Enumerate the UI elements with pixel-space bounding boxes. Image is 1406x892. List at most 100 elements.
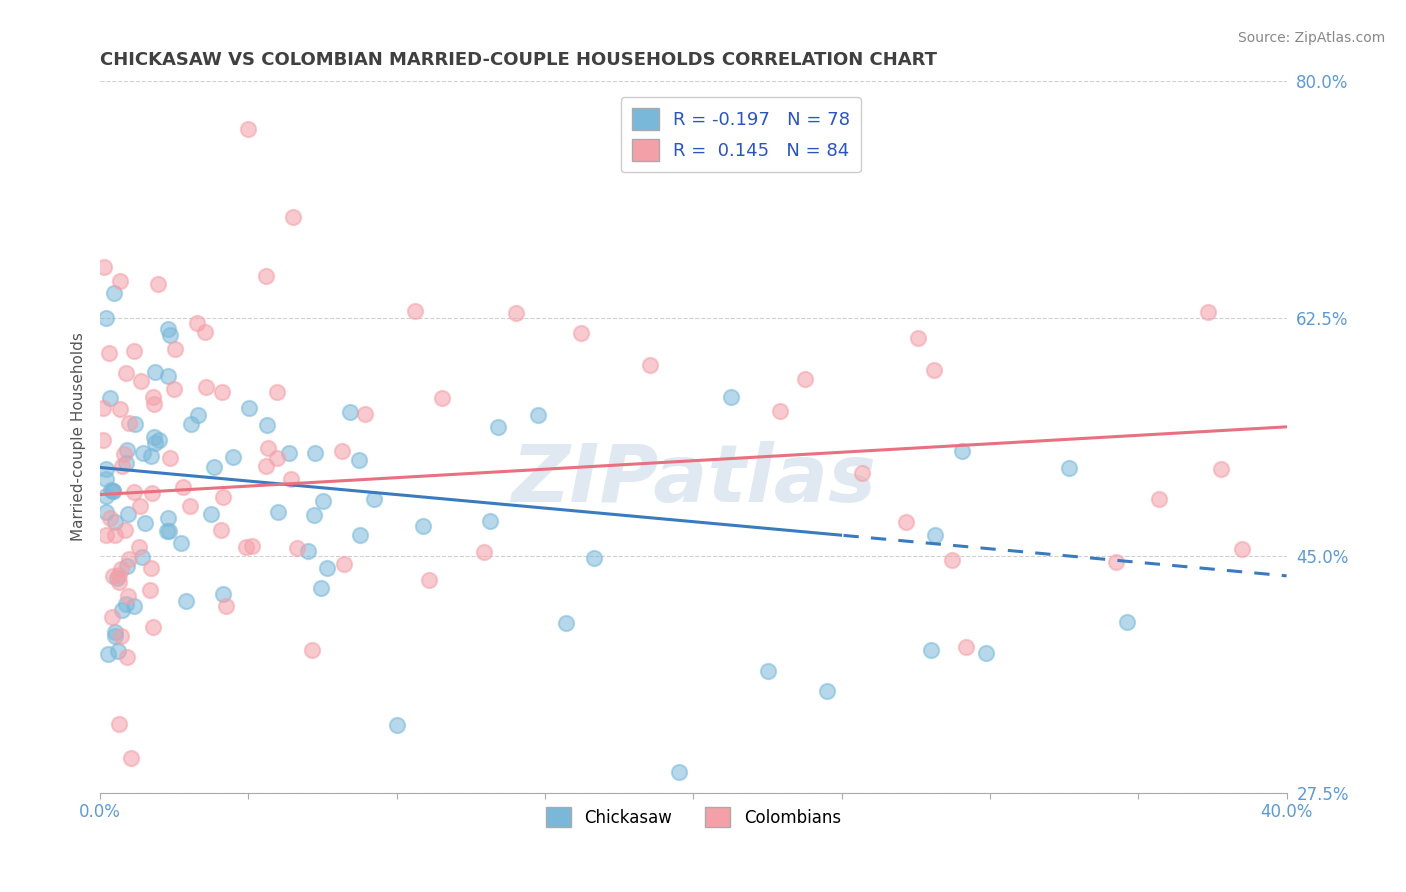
Point: [94, 462, 117, 476]
Point: [668, 765, 690, 780]
Point: [418, 573, 440, 587]
Point: [115, 443, 138, 458]
Point: [101, 569, 124, 583]
Point: [571, 326, 593, 340]
Point: [148, 434, 170, 448]
Point: [638, 358, 661, 372]
Point: [950, 444, 973, 458]
Point: [157, 511, 180, 525]
Point: [285, 541, 308, 555]
Point: [316, 561, 339, 575]
Point: [132, 446, 155, 460]
Point: [94, 472, 117, 486]
Point: [107, 643, 129, 657]
Point: [312, 494, 335, 508]
Point: [472, 544, 495, 558]
Point: [851, 466, 873, 480]
Point: [353, 407, 375, 421]
Point: [94, 505, 117, 519]
Point: [120, 751, 142, 765]
Point: [1149, 492, 1171, 507]
Point: [142, 430, 165, 444]
Point: [215, 599, 238, 614]
Point: [1209, 462, 1232, 476]
Point: [488, 419, 510, 434]
Point: [107, 568, 129, 582]
Point: [112, 447, 135, 461]
Point: [297, 543, 319, 558]
Point: [554, 616, 576, 631]
Point: [240, 540, 263, 554]
Point: [404, 304, 426, 318]
Point: [143, 365, 166, 379]
Point: [114, 597, 136, 611]
Point: [235, 540, 257, 554]
Point: [114, 366, 136, 380]
Point: [104, 625, 127, 640]
Point: [139, 561, 162, 575]
Point: [159, 451, 181, 466]
Point: [146, 277, 169, 291]
Point: [257, 442, 280, 456]
Point: [94, 311, 117, 326]
Point: [174, 594, 197, 608]
Point: [103, 286, 125, 301]
Point: [114, 457, 136, 471]
Point: [238, 121, 260, 136]
Point: [156, 524, 179, 538]
Point: [97, 345, 120, 359]
Point: [332, 557, 354, 571]
Point: [186, 316, 208, 330]
Point: [122, 343, 145, 358]
Point: [280, 472, 302, 486]
Point: [94, 528, 117, 542]
Point: [142, 620, 165, 634]
Point: [1104, 555, 1126, 569]
Point: [105, 571, 128, 585]
Text: Source: ZipAtlas.com: Source: ZipAtlas.com: [1237, 31, 1385, 45]
Point: [91, 401, 114, 416]
Point: [277, 446, 299, 460]
Point: [330, 444, 353, 458]
Point: [907, 331, 929, 345]
Point: [256, 417, 278, 432]
Point: [505, 826, 527, 840]
Point: [142, 390, 165, 404]
Point: [202, 460, 225, 475]
Point: [97, 647, 120, 661]
Point: [920, 643, 942, 657]
Point: [139, 583, 162, 598]
Point: [347, 453, 370, 467]
Point: [180, 417, 202, 432]
Point: [339, 405, 361, 419]
Point: [117, 507, 139, 521]
Point: [156, 368, 179, 383]
Point: [118, 552, 141, 566]
Point: [131, 374, 153, 388]
Point: [128, 540, 150, 554]
Point: [101, 483, 124, 498]
Point: [583, 551, 606, 566]
Point: [430, 392, 453, 406]
Point: [108, 575, 131, 590]
Point: [170, 536, 193, 550]
Point: [110, 401, 132, 416]
Point: [505, 306, 527, 320]
Point: [955, 640, 977, 654]
Point: [100, 483, 122, 497]
Point: [129, 499, 152, 513]
Point: [281, 210, 304, 224]
Point: [815, 684, 838, 698]
Point: [101, 483, 124, 498]
Point: [100, 609, 122, 624]
Point: [1197, 305, 1219, 319]
Point: [363, 492, 385, 507]
Point: [200, 507, 222, 521]
Point: [98, 392, 121, 406]
Point: [211, 385, 233, 400]
Point: [922, 363, 945, 377]
Point: [159, 327, 181, 342]
Point: [195, 380, 218, 394]
Point: [98, 511, 121, 525]
Point: [93, 260, 115, 275]
